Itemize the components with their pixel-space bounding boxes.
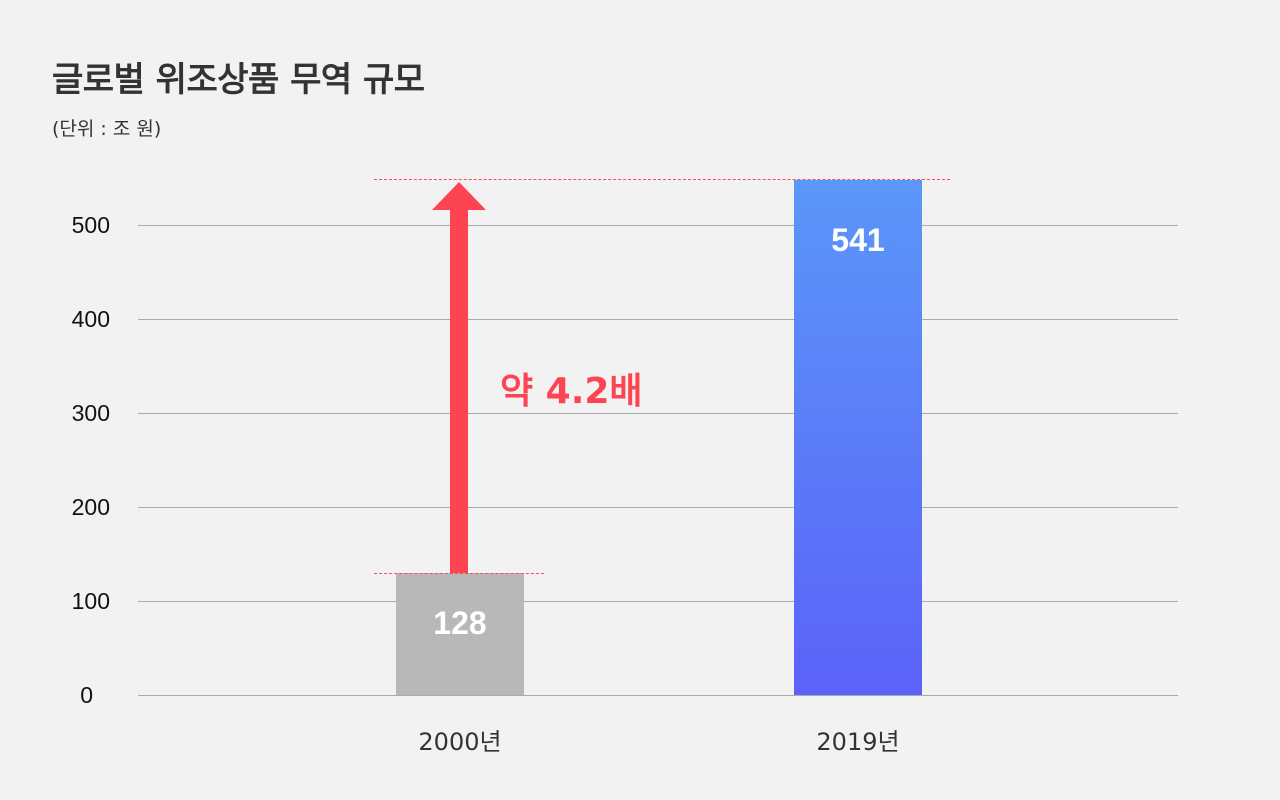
growth-arrow-head-icon xyxy=(432,182,486,210)
y-tick-label: 100 xyxy=(71,588,110,614)
bar-2000: 128 xyxy=(396,573,524,695)
y-tick-label: 0 xyxy=(80,682,93,708)
x-tick-label: 2000년 xyxy=(418,728,502,756)
gridline-0 xyxy=(138,695,1178,696)
gridline-200 xyxy=(138,507,1178,508)
y-tick-label: 300 xyxy=(71,400,110,426)
reference-line-128 xyxy=(374,573,544,574)
gridline-400 xyxy=(138,319,1178,320)
chart-title: 글로벌 위조상품 무역 규모 xyxy=(52,60,425,100)
gridline-500 xyxy=(138,225,1178,226)
x-tick-label: 2019년 xyxy=(816,728,900,756)
y-tick-label: 500 xyxy=(71,212,110,238)
chart-unit-subtitle: (단위 : 조 원) xyxy=(52,118,162,140)
gridline-300 xyxy=(138,413,1178,414)
bar-2019: 541 xyxy=(794,180,922,695)
y-tick-label: 400 xyxy=(71,306,110,332)
gridline-100 xyxy=(138,601,1178,602)
growth-arrow-shaft xyxy=(450,209,468,573)
bar-value-label: 128 xyxy=(433,605,487,641)
y-tick-label: 200 xyxy=(71,494,110,520)
reference-line-541 xyxy=(374,179,950,180)
growth-annotation: 약 4.2배 xyxy=(500,371,643,412)
bar-value-label: 541 xyxy=(831,222,885,258)
